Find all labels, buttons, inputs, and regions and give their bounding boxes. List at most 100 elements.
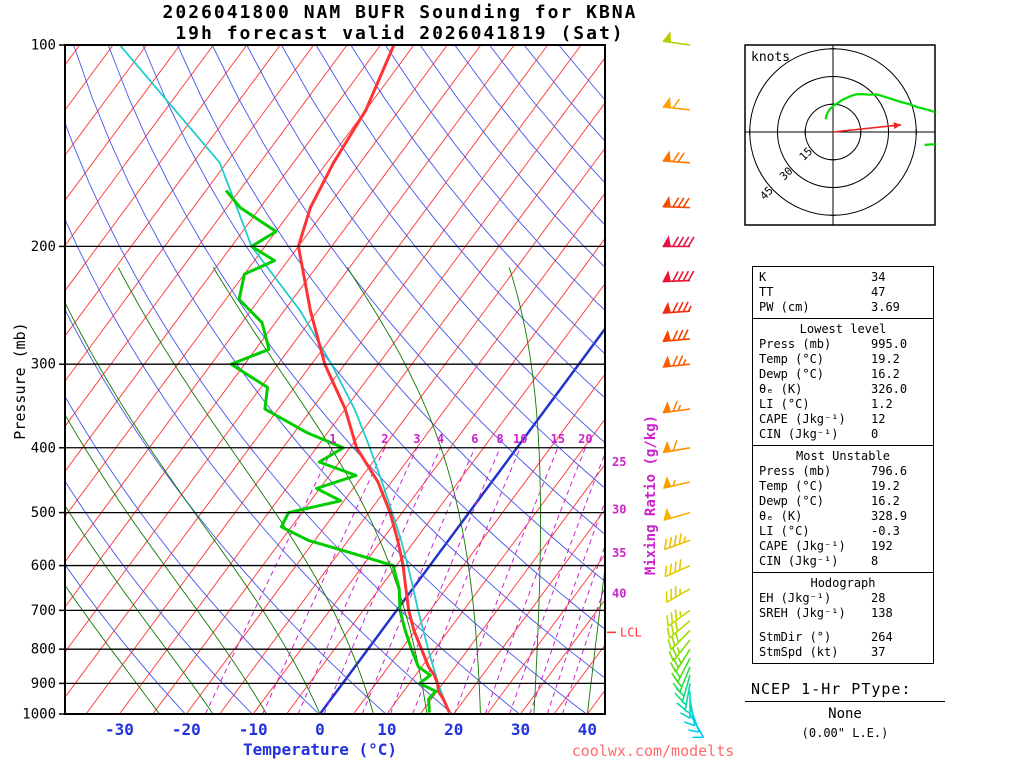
isotherm	[520, 599, 605, 714]
pressure-tick-label: 400	[31, 440, 56, 456]
stat-label: Dewp (°C)	[759, 367, 825, 381]
stat-row: Press (mb) 796.6	[759, 464, 927, 479]
indices-section: Hodograph EH (Jkg⁻¹) 28 SREH (Jkg⁻¹) 138 StmD…	[753, 572, 933, 663]
dry-adiabat	[281, 45, 605, 444]
wind-barb	[663, 507, 691, 521]
isotherm	[65, 45, 315, 382]
stat-value: 19.2	[871, 352, 900, 366]
moist-adiabat	[65, 584, 160, 714]
mixing-ratio-line	[262, 447, 386, 714]
pressure-tick-label: 300	[31, 357, 56, 373]
stat-label: Temp (°C)	[759, 352, 825, 366]
dry-adiabat	[350, 45, 605, 355]
stat-value: 796.6	[871, 464, 908, 478]
dry-adiabat	[246, 45, 605, 489]
indices-section-header: Lowest level	[799, 322, 887, 336]
stat-label: Press (mb)	[759, 337, 832, 351]
stat-value: 1.2	[871, 397, 893, 411]
stat-value: 8	[871, 554, 879, 568]
stat-label: CAPE (Jkg⁻¹)	[759, 539, 846, 553]
stat-row: Dewp (°C) 16.2	[759, 494, 927, 509]
lcl-label: LCL	[620, 625, 642, 639]
stat-label: SREH (Jkg⁻¹)	[759, 606, 846, 620]
dry-adiabat	[65, 563, 186, 714]
moist-adiabat	[117, 267, 374, 714]
mixing-ratio-line	[323, 447, 441, 714]
temperature-tick-label: -30	[105, 720, 134, 739]
isotherm	[85, 45, 582, 714]
temperature-tick-label: 10	[377, 720, 396, 739]
stat-row: K 34	[759, 270, 927, 285]
hodograph-trace	[824, 92, 935, 146]
dry-adiabat	[142, 45, 605, 630]
stat-value: 12	[871, 412, 886, 426]
stat-row: θₑ (K) 328.9	[759, 509, 927, 524]
stat-label: Dewp (°C)	[759, 494, 825, 508]
isotherm	[65, 45, 415, 518]
hodograph-border	[744, 44, 936, 226]
pressure-tick-label: 500	[31, 505, 56, 521]
wind-barb	[666, 619, 691, 639]
isotherm	[65, 45, 549, 699]
isotherm	[286, 282, 605, 714]
mixing-ratio-label: 4	[437, 432, 444, 446]
isotherm	[65, 45, 248, 292]
indices-section: Lowest level Press (mb) 995.0 Temp (°C) 19.2…	[753, 318, 933, 445]
stat-row: StmDir (°) 264	[759, 630, 927, 645]
isotherm	[152, 102, 605, 714]
moist-adiabat	[65, 301, 321, 714]
stat-row: CIN (Jkg⁻¹) 8	[759, 554, 927, 569]
temperature-tick-label: 40	[578, 720, 597, 739]
stat-label: PW (cm)	[759, 300, 810, 314]
wind-barb-column	[662, 31, 705, 739]
ptype-value: None	[828, 706, 862, 722]
wind-barb	[662, 400, 691, 414]
stat-value: 16.2	[871, 367, 900, 381]
pressure-tick-label: 1000	[22, 707, 56, 723]
wind-barb	[662, 195, 691, 209]
stat-value: 995.0	[871, 337, 908, 351]
dry-adiabat	[73, 45, 587, 714]
wind-barb	[662, 301, 692, 314]
wind-barb	[668, 639, 691, 662]
isotherm	[65, 45, 281, 337]
ptype-detail: (0.00" L.E.)	[801, 726, 889, 740]
moist-adiabat	[508, 267, 542, 714]
stat-label: CAPE (Jkg⁻¹)	[759, 412, 846, 426]
stat-value: 19.2	[871, 479, 900, 493]
isotherm	[185, 147, 605, 714]
mixing-ratio-label: 25	[612, 455, 626, 469]
stat-row: Temp (°C) 19.2	[759, 479, 927, 494]
mixing-ratio-label: 10	[513, 432, 527, 446]
indices-section: K 34 TT 47 PW (cm) 3.69	[753, 267, 933, 318]
wind-barb	[680, 691, 691, 720]
dry-adiabat	[65, 121, 520, 714]
mixing-ratio-label: 6	[471, 432, 478, 446]
stat-label: Temp (°C)	[759, 479, 825, 493]
temperature-axis-label: Temperature (°C)	[242, 740, 398, 759]
stat-label: TT	[759, 285, 774, 299]
isotherm	[419, 463, 605, 714]
mixing-ratio-label: 40	[612, 586, 626, 600]
storm-motion-arrowhead	[893, 122, 902, 130]
wind-barb	[665, 586, 691, 604]
isotherm	[486, 553, 605, 714]
pressure-tick-label: 200	[31, 239, 56, 255]
isotherm	[386, 418, 605, 714]
wind-barb	[662, 270, 695, 283]
indices-section-header: Hodograph	[810, 576, 876, 590]
indices-section: Most Unstable Press (mb) 796.6 Temp (°C) 19.…	[753, 445, 933, 572]
mixing-ratio-label: 20	[578, 432, 592, 446]
wind-barb	[662, 150, 691, 164]
stat-label: K	[759, 270, 767, 284]
stat-label: CIN (Jkg⁻¹)	[759, 427, 839, 441]
stat-value: 3.69	[871, 300, 900, 314]
dry-adiabat	[211, 45, 605, 535]
hodograph-units-label: knots	[751, 50, 791, 65]
stat-row: StmSpd (kt) 37	[759, 645, 927, 660]
zero-isotherm	[318, 326, 605, 714]
stat-label: LI (°C)	[759, 397, 810, 411]
moist-adiabat	[586, 564, 605, 714]
mixing-ratio-label: 2	[381, 432, 388, 446]
